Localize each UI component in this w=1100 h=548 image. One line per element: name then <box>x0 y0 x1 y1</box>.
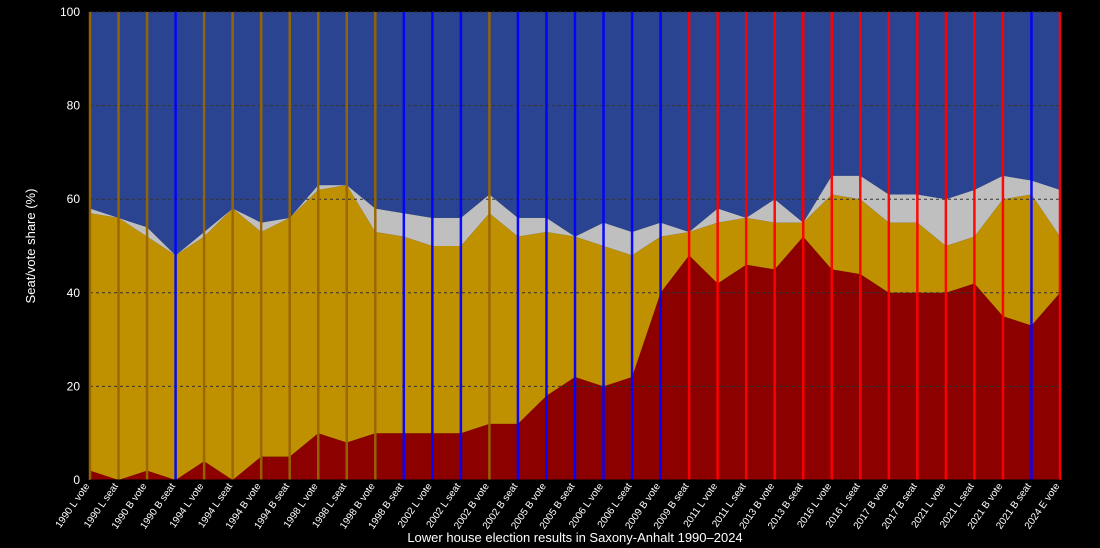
y-tick-label: 60 <box>67 192 81 206</box>
stacked-area-chart: 0204060801001990 L vote1990 L seat1990 B… <box>0 0 1100 548</box>
y-tick-label: 0 <box>73 473 80 487</box>
y-tick-label: 20 <box>67 379 81 393</box>
y-tick-label: 80 <box>67 99 81 113</box>
y-tick-label: 40 <box>67 286 81 300</box>
chart-title: Lower house election results in Saxony-A… <box>407 530 742 545</box>
y-axis-label: Seat/vote share (%) <box>23 189 38 304</box>
y-tick-label: 100 <box>60 5 80 19</box>
